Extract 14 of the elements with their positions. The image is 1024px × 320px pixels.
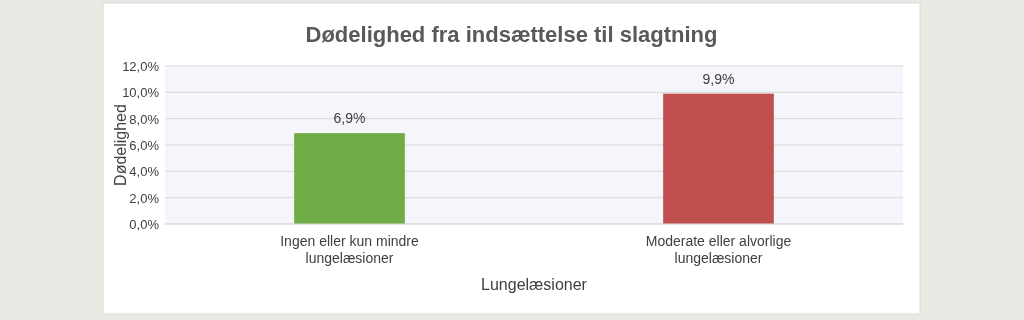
y-tick-label: 8,0% — [129, 111, 160, 127]
y-tick-label: 6,0% — [129, 138, 160, 153]
y-axis-title: Dødelighed — [112, 104, 129, 186]
x-axis-title: Lungelæsioner — [481, 276, 588, 293]
y-tick-label: 12,0% — [122, 59, 160, 74]
y-tick-label: 2,0% — [129, 190, 160, 206]
x-tick-label: Moderate eller alvorlige lungelæsioner — [645, 233, 792, 266]
data-label: 6,9% — [333, 110, 366, 127]
chart-title: Dødelighed fra indsættelse til slagtning — [305, 22, 718, 47]
x-tick-label: Ingen eller kun mindre lungelæsioner — [280, 233, 419, 266]
y-tick-label: 0,0% — [129, 217, 160, 232]
data-label: 9,9% — [702, 70, 735, 87]
y-tick-label: 10,0% — [122, 85, 160, 101]
y-tick-label: 4,0% — [129, 164, 160, 180]
